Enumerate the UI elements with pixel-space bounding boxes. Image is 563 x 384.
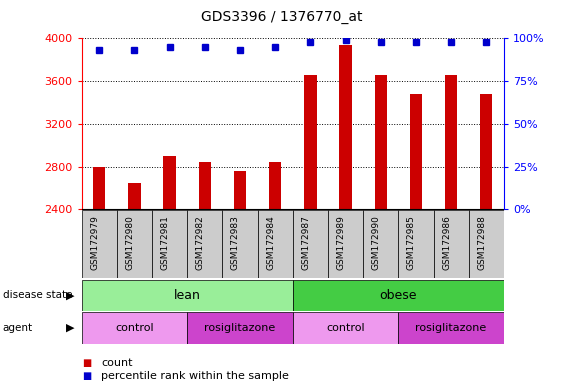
Text: GSM172990: GSM172990: [372, 215, 381, 270]
Bar: [82, 280, 293, 311]
Bar: [117, 210, 152, 278]
Bar: [434, 210, 468, 278]
Bar: [82, 210, 117, 278]
Text: GDS3396 / 1376770_at: GDS3396 / 1376770_at: [201, 10, 362, 24]
Bar: [234, 171, 246, 209]
Bar: [93, 167, 105, 209]
Bar: [293, 280, 504, 311]
Bar: [187, 312, 293, 344]
Text: GSM172984: GSM172984: [266, 215, 275, 270]
Bar: [269, 162, 282, 209]
Text: agent: agent: [3, 323, 33, 333]
Text: GSM172979: GSM172979: [90, 215, 99, 270]
Text: GSM172982: GSM172982: [196, 215, 205, 270]
Bar: [199, 162, 211, 209]
Text: ■: ■: [82, 371, 91, 381]
Bar: [339, 45, 352, 209]
Text: GSM172981: GSM172981: [160, 215, 169, 270]
Bar: [187, 210, 222, 278]
Bar: [258, 210, 293, 278]
Text: GSM172986: GSM172986: [442, 215, 451, 270]
Bar: [128, 183, 141, 209]
Text: disease state: disease state: [3, 290, 72, 300]
Bar: [222, 210, 258, 278]
Bar: [410, 94, 422, 209]
Bar: [399, 210, 434, 278]
Bar: [468, 210, 504, 278]
Text: control: control: [326, 323, 365, 333]
Bar: [304, 75, 316, 209]
Bar: [328, 210, 363, 278]
Text: GSM172989: GSM172989: [337, 215, 346, 270]
Text: GSM172980: GSM172980: [126, 215, 135, 270]
Text: percentile rank within the sample: percentile rank within the sample: [101, 371, 289, 381]
Text: count: count: [101, 358, 133, 368]
Bar: [293, 312, 399, 344]
Bar: [152, 210, 187, 278]
Text: control: control: [115, 323, 154, 333]
Bar: [163, 156, 176, 209]
Text: obese: obese: [379, 289, 417, 302]
Bar: [480, 94, 493, 209]
Bar: [82, 312, 187, 344]
Text: ▶: ▶: [66, 290, 75, 300]
Bar: [374, 75, 387, 209]
Bar: [363, 210, 399, 278]
Bar: [399, 312, 504, 344]
Text: GSM172985: GSM172985: [407, 215, 416, 270]
Text: lean: lean: [174, 289, 200, 302]
Text: ▶: ▶: [66, 323, 75, 333]
Text: GSM172987: GSM172987: [301, 215, 310, 270]
Bar: [445, 75, 457, 209]
Text: GSM172983: GSM172983: [231, 215, 240, 270]
Text: rosiglitazone: rosiglitazone: [415, 323, 487, 333]
Text: GSM172988: GSM172988: [477, 215, 486, 270]
Bar: [293, 210, 328, 278]
Text: rosiglitazone: rosiglitazone: [204, 323, 276, 333]
Text: ■: ■: [82, 358, 91, 368]
